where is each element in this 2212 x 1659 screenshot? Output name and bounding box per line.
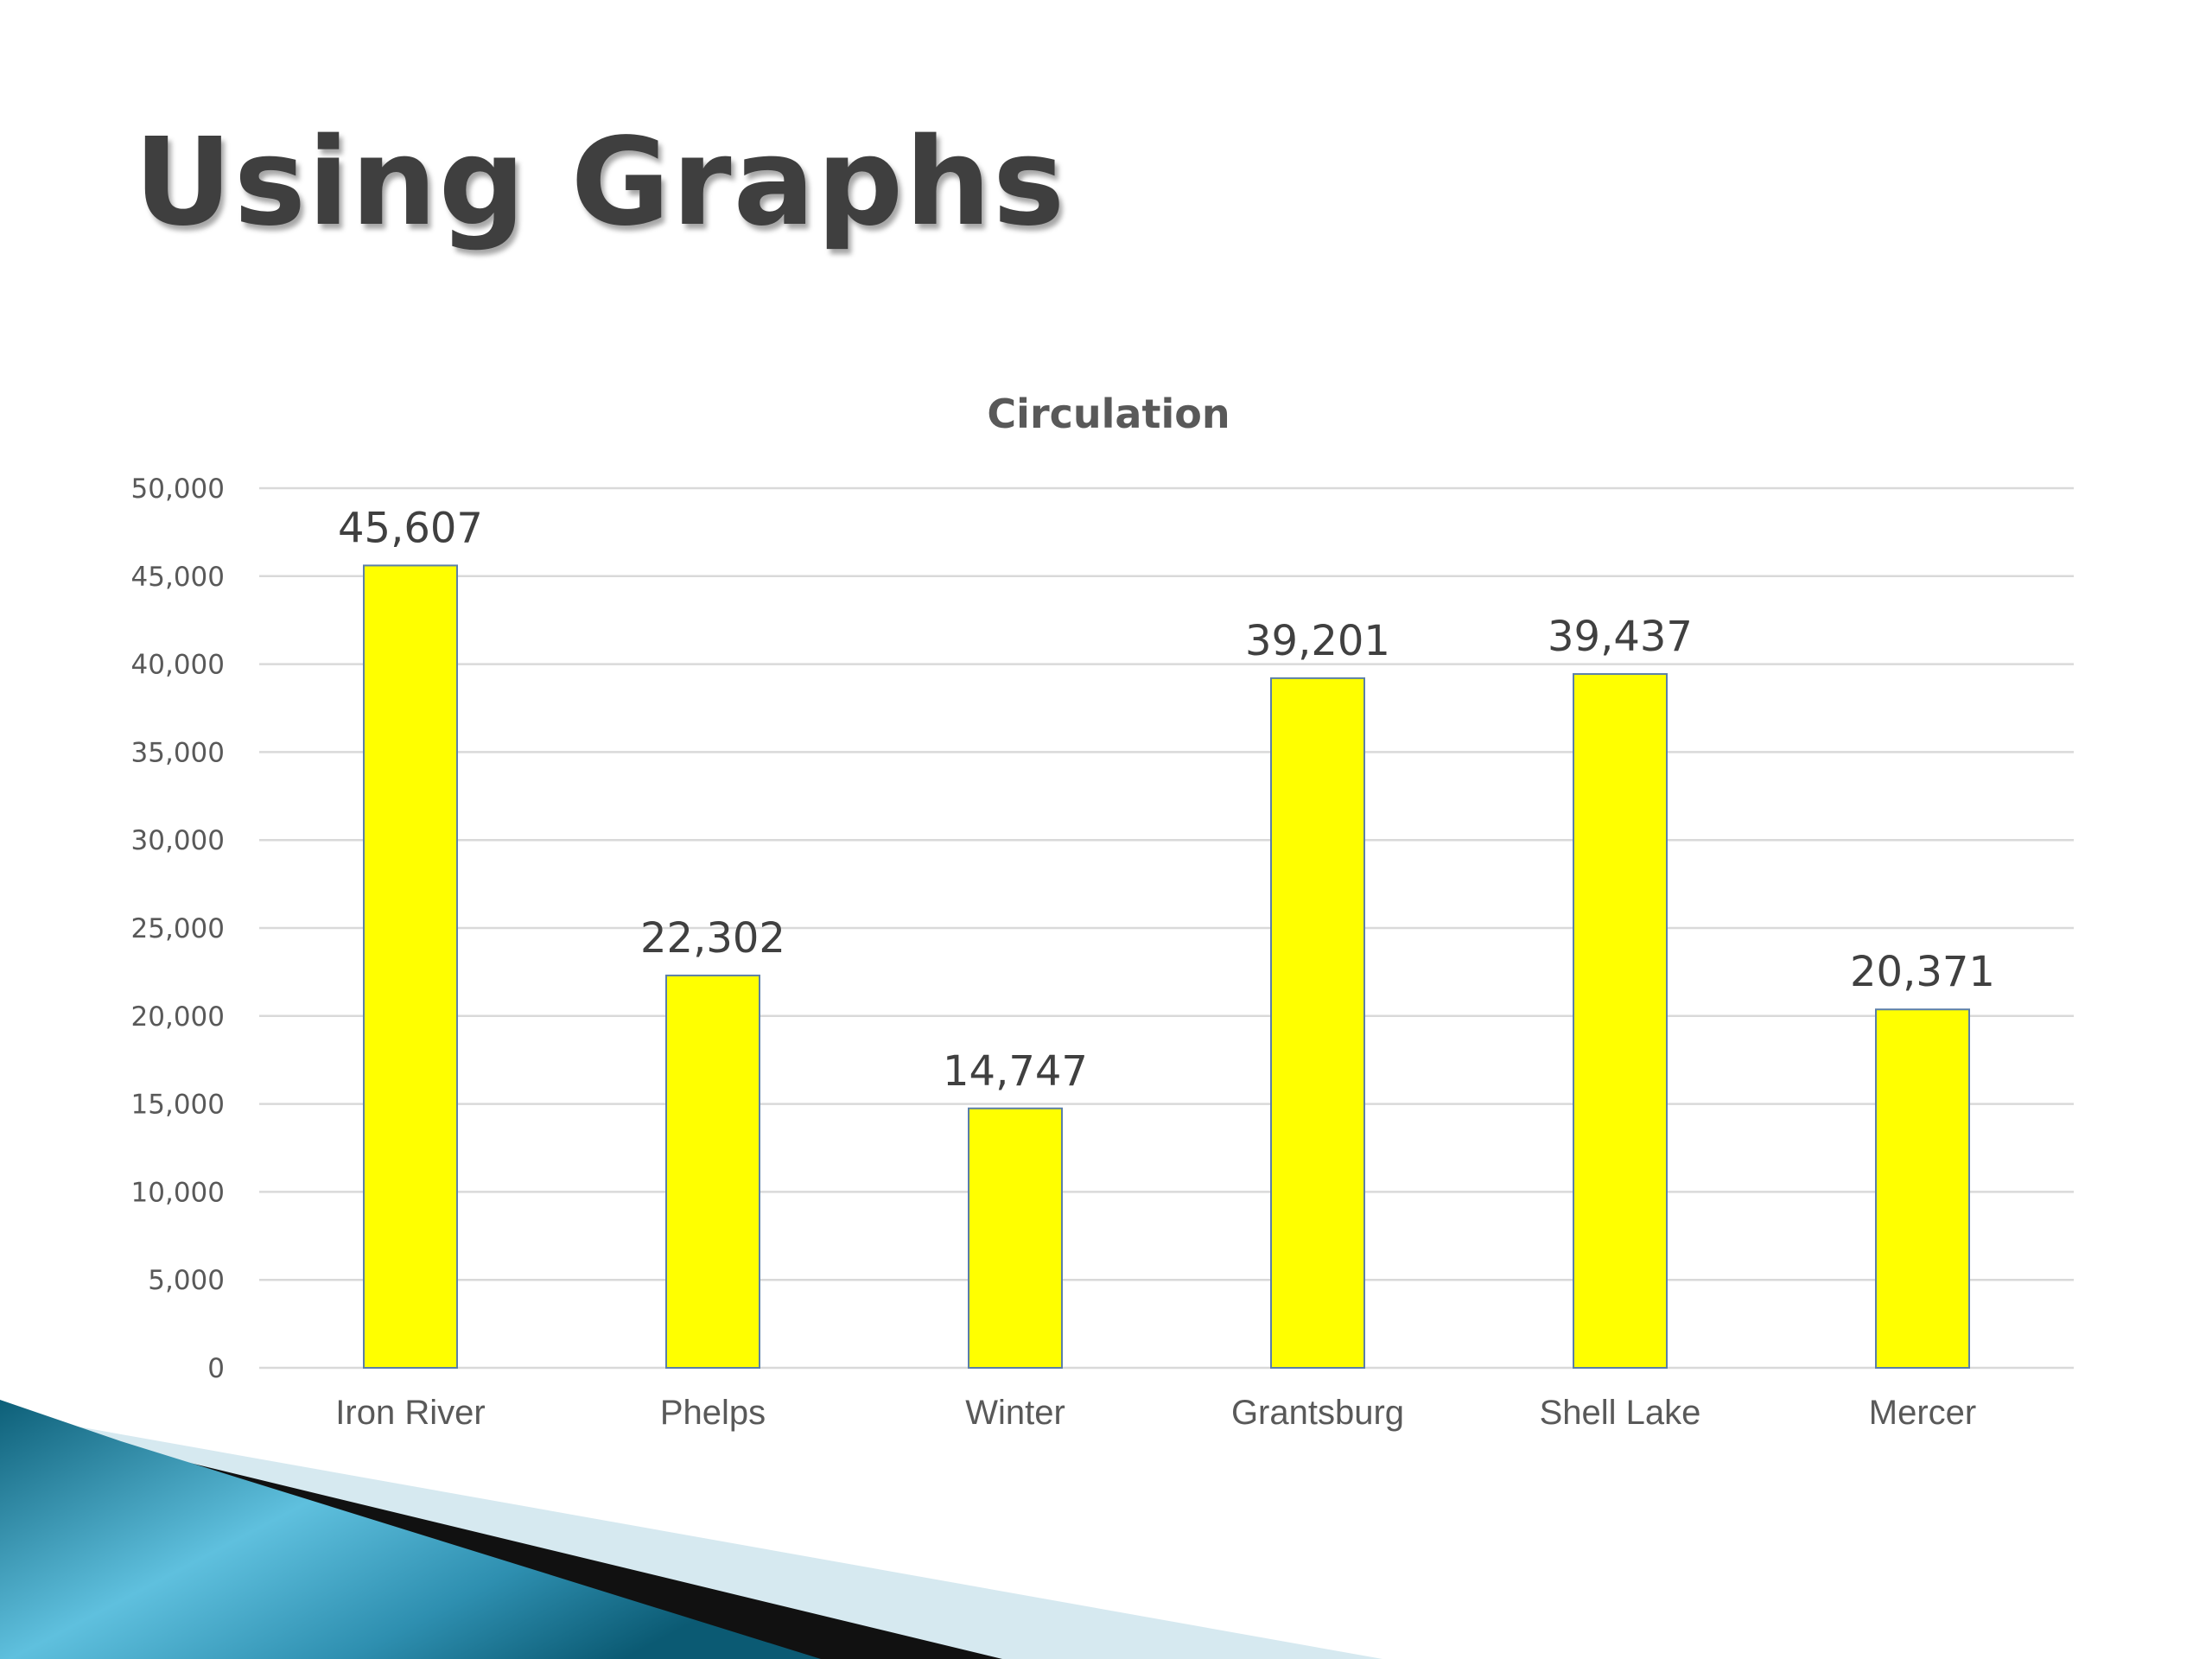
- y-tick-label: 30,000: [131, 825, 225, 856]
- bar: [665, 974, 760, 1369]
- data-label: 14,747: [943, 1047, 1088, 1096]
- y-tick-label: 35,000: [131, 737, 225, 768]
- y-axis-ticks: 0 5,000 10,000 15,000 20,000 25,000 30,000 35,0…: [131, 474, 225, 1384]
- y-tick-label: 5,000: [148, 1265, 225, 1296]
- y-tick-label: 25,000: [131, 913, 225, 944]
- data-label: 45,607: [338, 504, 483, 552]
- chart-title: Circulation: [987, 391, 1230, 437]
- bar: [1270, 677, 1365, 1369]
- gridlines: [259, 486, 2074, 1370]
- y-tick-label: 40,000: [131, 650, 225, 681]
- x-axis-ticks: Iron River Phelps Winter Grantsburg Shell La…: [335, 1394, 1976, 1432]
- corner-swoosh-decoration: [0, 1400, 1382, 1659]
- data-label: 20,371: [1850, 948, 1995, 996]
- data-label: 39,201: [1245, 617, 1390, 665]
- slide-title: Using Graphs: [134, 112, 1067, 253]
- x-tick-label: Shell Lake: [1540, 1394, 1701, 1432]
- y-tick-label: 0: [207, 1353, 225, 1384]
- bar: [1875, 1008, 1970, 1370]
- bar: [968, 1107, 1063, 1370]
- y-tick-label: 15,000: [131, 1090, 225, 1121]
- x-tick-label: Mercer: [1869, 1394, 1976, 1432]
- bar: [363, 564, 458, 1369]
- data-label: 22,302: [640, 914, 785, 963]
- x-tick-label: Winter: [965, 1394, 1065, 1432]
- x-tick-label: Phelps: [660, 1394, 766, 1432]
- bar: [1573, 673, 1668, 1369]
- x-tick-label: Iron River: [335, 1394, 485, 1432]
- x-tick-label: Grantsburg: [1231, 1394, 1404, 1432]
- data-labels: 45,607 22,302 14,747 39,201 39,437 20,371: [338, 504, 1995, 1095]
- bars: [363, 564, 1970, 1370]
- y-tick-label: 50,000: [131, 474, 225, 505]
- data-label: 39,437: [1548, 613, 1693, 661]
- y-tick-label: 10,000: [131, 1177, 225, 1208]
- bar-chart: Circulation 0 5,000 10,000 15,000 20,000 25,0…: [131, 391, 2074, 1432]
- y-tick-label: 20,000: [131, 1001, 225, 1033]
- y-tick-label: 45,000: [131, 562, 225, 593]
